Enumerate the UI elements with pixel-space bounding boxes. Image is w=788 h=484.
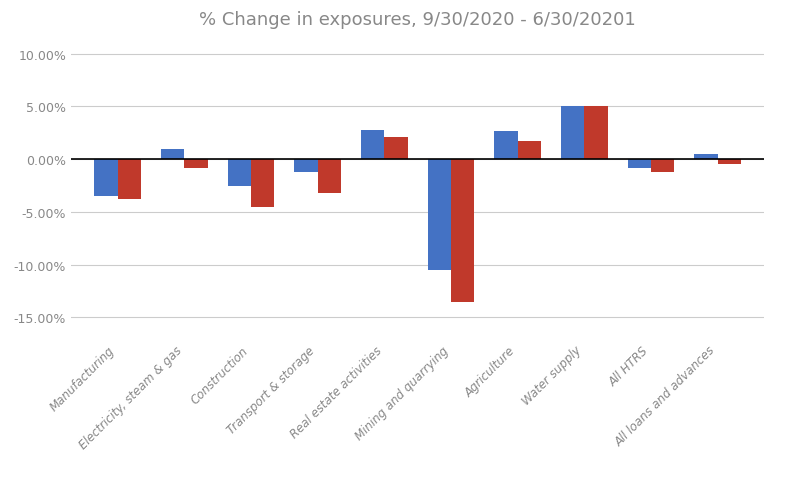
Bar [694, 154, 718, 160]
Bar [718, 160, 741, 165]
Bar [518, 142, 541, 160]
Bar [385, 137, 407, 160]
Bar [585, 107, 608, 160]
Bar [184, 160, 207, 168]
Bar [294, 160, 318, 172]
Bar [561, 107, 585, 160]
Bar [95, 160, 117, 197]
Bar [451, 160, 474, 302]
Bar [161, 149, 184, 160]
Legend: NZBA banks, All banks: NZBA banks, All banks [292, 480, 544, 484]
Bar [318, 160, 341, 194]
Bar [651, 160, 675, 172]
Bar [494, 131, 518, 160]
Bar [251, 160, 274, 207]
Bar [428, 160, 451, 271]
Bar [117, 160, 141, 200]
Bar [361, 130, 385, 160]
Bar [628, 160, 651, 168]
Bar [228, 160, 251, 186]
Title: % Change in exposures, 9/30/2020 - 6/30/20201: % Change in exposures, 9/30/2020 - 6/30/… [199, 11, 636, 29]
